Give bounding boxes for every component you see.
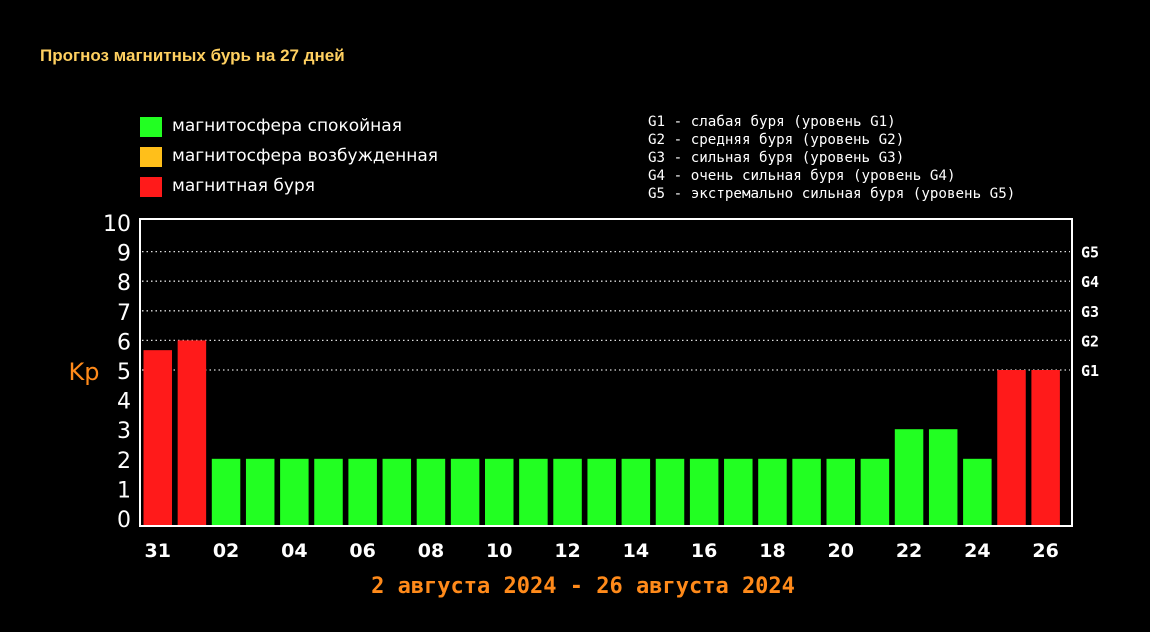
- right-axis-label-g1: G1: [1081, 362, 1099, 380]
- storm-level-g5: G5 - экстремально сильная буря (уровень …: [648, 186, 1016, 202]
- legend-swatch-storm: [140, 177, 162, 197]
- legend-swatch-excited: [140, 147, 162, 167]
- x-tick-label: 31: [145, 540, 171, 562]
- y-tick-label: 2: [117, 449, 131, 474]
- x-tick-label: 26: [1032, 540, 1058, 562]
- bar-11: [519, 458, 548, 525]
- legend-swatch-quiet: [140, 117, 162, 137]
- x-tick-label: 18: [759, 540, 785, 562]
- storm-level-g2: G2 - средняя буря (уровень G2): [648, 132, 905, 148]
- x-tick-label: 06: [349, 540, 375, 562]
- legend-label-quiet: магнитосфера спокойная: [172, 116, 402, 136]
- right-axis-label-g4: G4: [1081, 273, 1099, 291]
- bar-19: [792, 458, 821, 525]
- bar-08: [416, 458, 446, 525]
- storm-level-g3: G3 - сильная буря (уровень G3): [648, 150, 905, 166]
- x-tick-label: 02: [213, 540, 239, 562]
- x-tick-label: 04: [281, 540, 307, 562]
- y-tick-label: 8: [117, 271, 131, 296]
- bar-03: [245, 458, 275, 525]
- x-tick-label: 12: [554, 540, 580, 562]
- bar-15: [655, 458, 685, 525]
- right-axis-label-g3: G3: [1081, 303, 1099, 321]
- plot-frame: [139, 218, 1073, 527]
- bar-22: [894, 429, 924, 525]
- x-tick-label: 10: [486, 540, 512, 562]
- bar-23: [928, 429, 958, 525]
- bar-13: [587, 458, 616, 525]
- bar-06: [348, 458, 377, 525]
- y-tick-label: 5: [117, 360, 131, 385]
- x-tick-label: 20: [828, 540, 854, 562]
- bar-24: [963, 458, 992, 525]
- y-tick-label: 0: [117, 508, 131, 533]
- bar-26: [1031, 370, 1060, 525]
- legend-label-storm: магнитная буря: [172, 176, 315, 196]
- bar-10: [485, 458, 514, 525]
- legend-label-excited: магнитосфера возбужденная: [172, 146, 438, 166]
- bar-16: [689, 458, 719, 525]
- bar-04: [280, 458, 309, 525]
- y-tick-label: 10: [103, 212, 131, 237]
- x-tick-label: 16: [691, 540, 717, 562]
- y-tick-label: 4: [117, 390, 131, 415]
- storm-level-legend: G1 - слабая буря (уровень G1) G2 - средн…: [648, 113, 1015, 203]
- y-tick-label: 1: [117, 478, 131, 503]
- bar-21: [860, 458, 890, 525]
- x-tick-label: 22: [896, 540, 922, 562]
- y-tick-label: 6: [117, 330, 131, 355]
- y-tick-label: 7: [117, 301, 131, 326]
- storm-level-g4: G4 - очень сильная буря (уровень G4): [648, 168, 956, 184]
- chart-title: Прогноз магнитных бурь на 27 дней: [40, 46, 345, 65]
- y-tick-label: 9: [117, 242, 131, 267]
- bar-17: [724, 458, 753, 525]
- bar-07: [382, 458, 412, 525]
- bar-05: [314, 458, 343, 525]
- date-range-label: 2 августа 2024 - 26 августа 2024: [371, 574, 795, 599]
- right-axis-label-g2: G2: [1081, 332, 1099, 350]
- y-axis-label: Kp: [69, 358, 100, 386]
- bar-20: [826, 458, 855, 525]
- bar-12: [553, 458, 582, 525]
- x-tick-label: 14: [623, 540, 649, 562]
- y-tick-label: 3: [117, 419, 131, 444]
- bar-18: [758, 458, 787, 525]
- bar-01: [177, 340, 207, 525]
- bar-14: [621, 458, 651, 525]
- bar-25: [997, 370, 1026, 525]
- x-tick-label: 24: [964, 540, 990, 562]
- bar-02: [211, 458, 241, 525]
- x-tick-label: 08: [418, 540, 444, 562]
- bar-09: [450, 458, 480, 525]
- right-axis-label-g5: G5: [1081, 244, 1099, 262]
- storm-level-g1: G1 - слабая буря (уровень G1): [648, 114, 896, 130]
- bar-31: [143, 350, 172, 525]
